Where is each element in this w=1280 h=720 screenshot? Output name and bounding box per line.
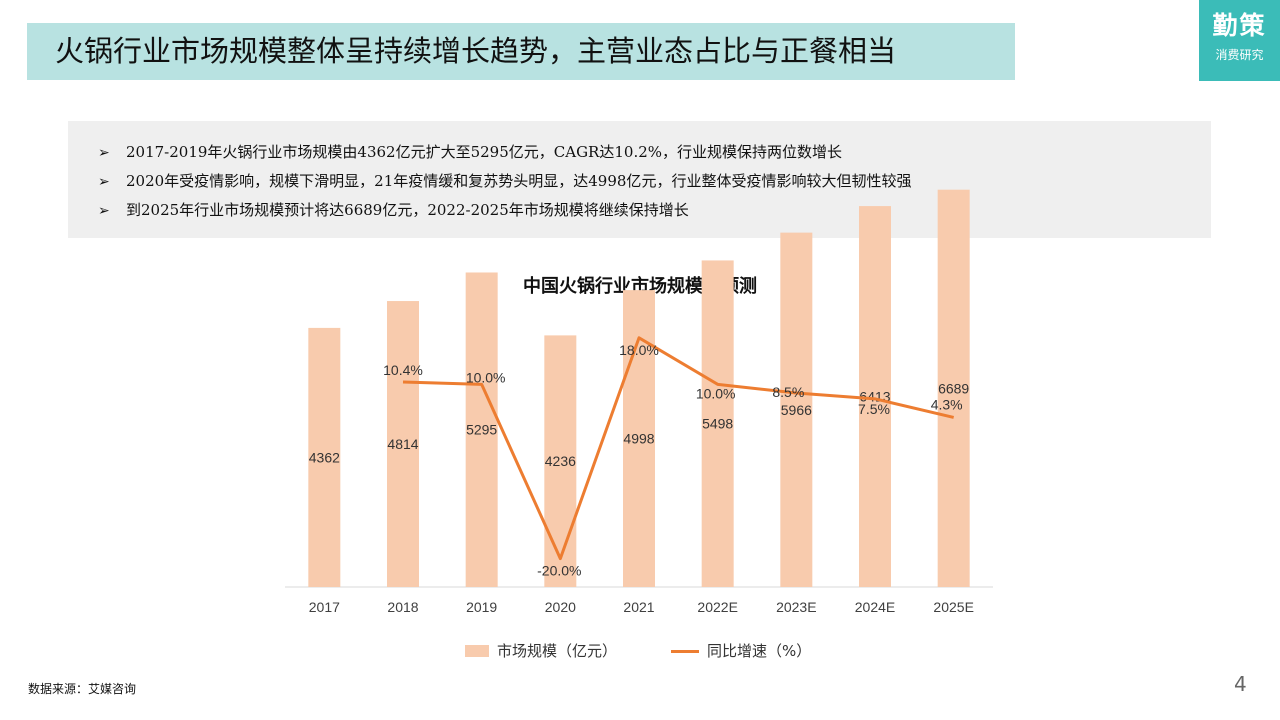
page-title: 火锅行业市场规模整体呈持续增长趋势，主营业态占比与正餐相当 bbox=[55, 34, 897, 68]
legend-line-swatch bbox=[671, 650, 699, 653]
bar-value-label: 5498 bbox=[702, 416, 733, 432]
growth-value-label: 10.0% bbox=[696, 385, 736, 401]
bar-value-label: 4362 bbox=[309, 449, 340, 465]
bullet-arrow-icon: ➢ bbox=[98, 203, 110, 219]
bullet-text: 2020年受疫情影响，规模下滑明显，21年疫情缓和复苏势头明显，达4998亿元，… bbox=[126, 172, 912, 190]
data-source: 数据来源：艾媒咨询 bbox=[28, 682, 137, 696]
growth-value-label: 10.0% bbox=[466, 369, 506, 385]
growth-value-label: 4.3% bbox=[931, 396, 963, 412]
bar-value-label: 5966 bbox=[781, 402, 812, 418]
summary-bullet: ➢ 2017-2019年火锅行业市场规模由4362亿元扩大至5295亿元，CAGR… bbox=[98, 141, 842, 163]
x-tick-label: 2024E bbox=[855, 599, 895, 615]
summary-bullet: ➢ 到2025年行业市场规模预计将达6689亿元，2022-2025年市场规模将继… bbox=[98, 199, 689, 221]
growth-value-label: 7.5% bbox=[858, 401, 890, 417]
bar bbox=[780, 232, 813, 587]
x-tick-label: 2018 bbox=[387, 599, 418, 615]
bar bbox=[465, 272, 498, 587]
title-banner: 火锅行业市场规模整体呈持续增长趋势，主营业态占比与正餐相当 bbox=[27, 23, 1015, 80]
legend-bar-label: 市场规模（亿元） bbox=[497, 642, 618, 660]
bar bbox=[701, 260, 734, 587]
logo-main-text: 勤策 bbox=[1212, 11, 1267, 40]
x-tick-label: 2022E bbox=[697, 599, 737, 615]
bar-value-label: 4236 bbox=[545, 453, 576, 469]
x-tick-label: 2019 bbox=[466, 599, 497, 615]
bar bbox=[544, 335, 577, 587]
bullet-text: 到2025年行业市场规模预计将达6689亿元，2022-2025年市场规模将继续… bbox=[126, 201, 689, 219]
growth-value-label: 18.0% bbox=[619, 342, 659, 358]
brand-logo: 勤策 消费研究 bbox=[1199, 0, 1280, 81]
growth-value-label: 8.5% bbox=[772, 384, 804, 400]
bar bbox=[937, 189, 970, 587]
chart-title: 中国火锅行业市场规模及预测 bbox=[523, 276, 757, 297]
growth-value-label: 10.4% bbox=[383, 362, 423, 378]
bar-value-label: 6689 bbox=[938, 380, 969, 396]
summary-box: ➢ 2017-2019年火锅行业市场规模由4362亿元扩大至5295亿元，CAGR… bbox=[68, 121, 1211, 238]
bar bbox=[859, 206, 891, 587]
summary-bullet: ➢ 2020年受疫情影响，规模下滑明显，21年疫情缓和复苏势头明显，达4998亿元… bbox=[98, 170, 911, 192]
bullet-arrow-icon: ➢ bbox=[98, 174, 110, 190]
logo-sub-text: 消费研究 bbox=[1215, 48, 1264, 62]
x-tick-label: 2017 bbox=[309, 599, 340, 615]
x-tick-label: 2021 bbox=[623, 599, 654, 615]
growth-rate-line bbox=[402, 336, 955, 561]
bullet-text: 2017-2019年火锅行业市场规模由4362亿元扩大至5295亿元，CAGR达… bbox=[126, 143, 843, 161]
bar bbox=[387, 301, 419, 587]
bullet-arrow-icon: ➢ bbox=[98, 145, 110, 161]
x-tick-label: 2023E bbox=[776, 599, 816, 615]
x-tick-label: 2025E bbox=[933, 599, 973, 615]
bar-value-label: 4814 bbox=[387, 436, 418, 452]
page-number: 4 bbox=[1234, 672, 1247, 696]
legend-line-label: 同比增速（%） bbox=[707, 642, 812, 660]
bar bbox=[308, 327, 341, 587]
legend-bar-swatch bbox=[465, 645, 489, 657]
bar-value-label: 5295 bbox=[466, 422, 497, 438]
x-tick-label: 2020 bbox=[545, 599, 576, 615]
growth-value-label: -20.0% bbox=[537, 563, 581, 579]
bar-value-label: 4998 bbox=[623, 431, 654, 447]
